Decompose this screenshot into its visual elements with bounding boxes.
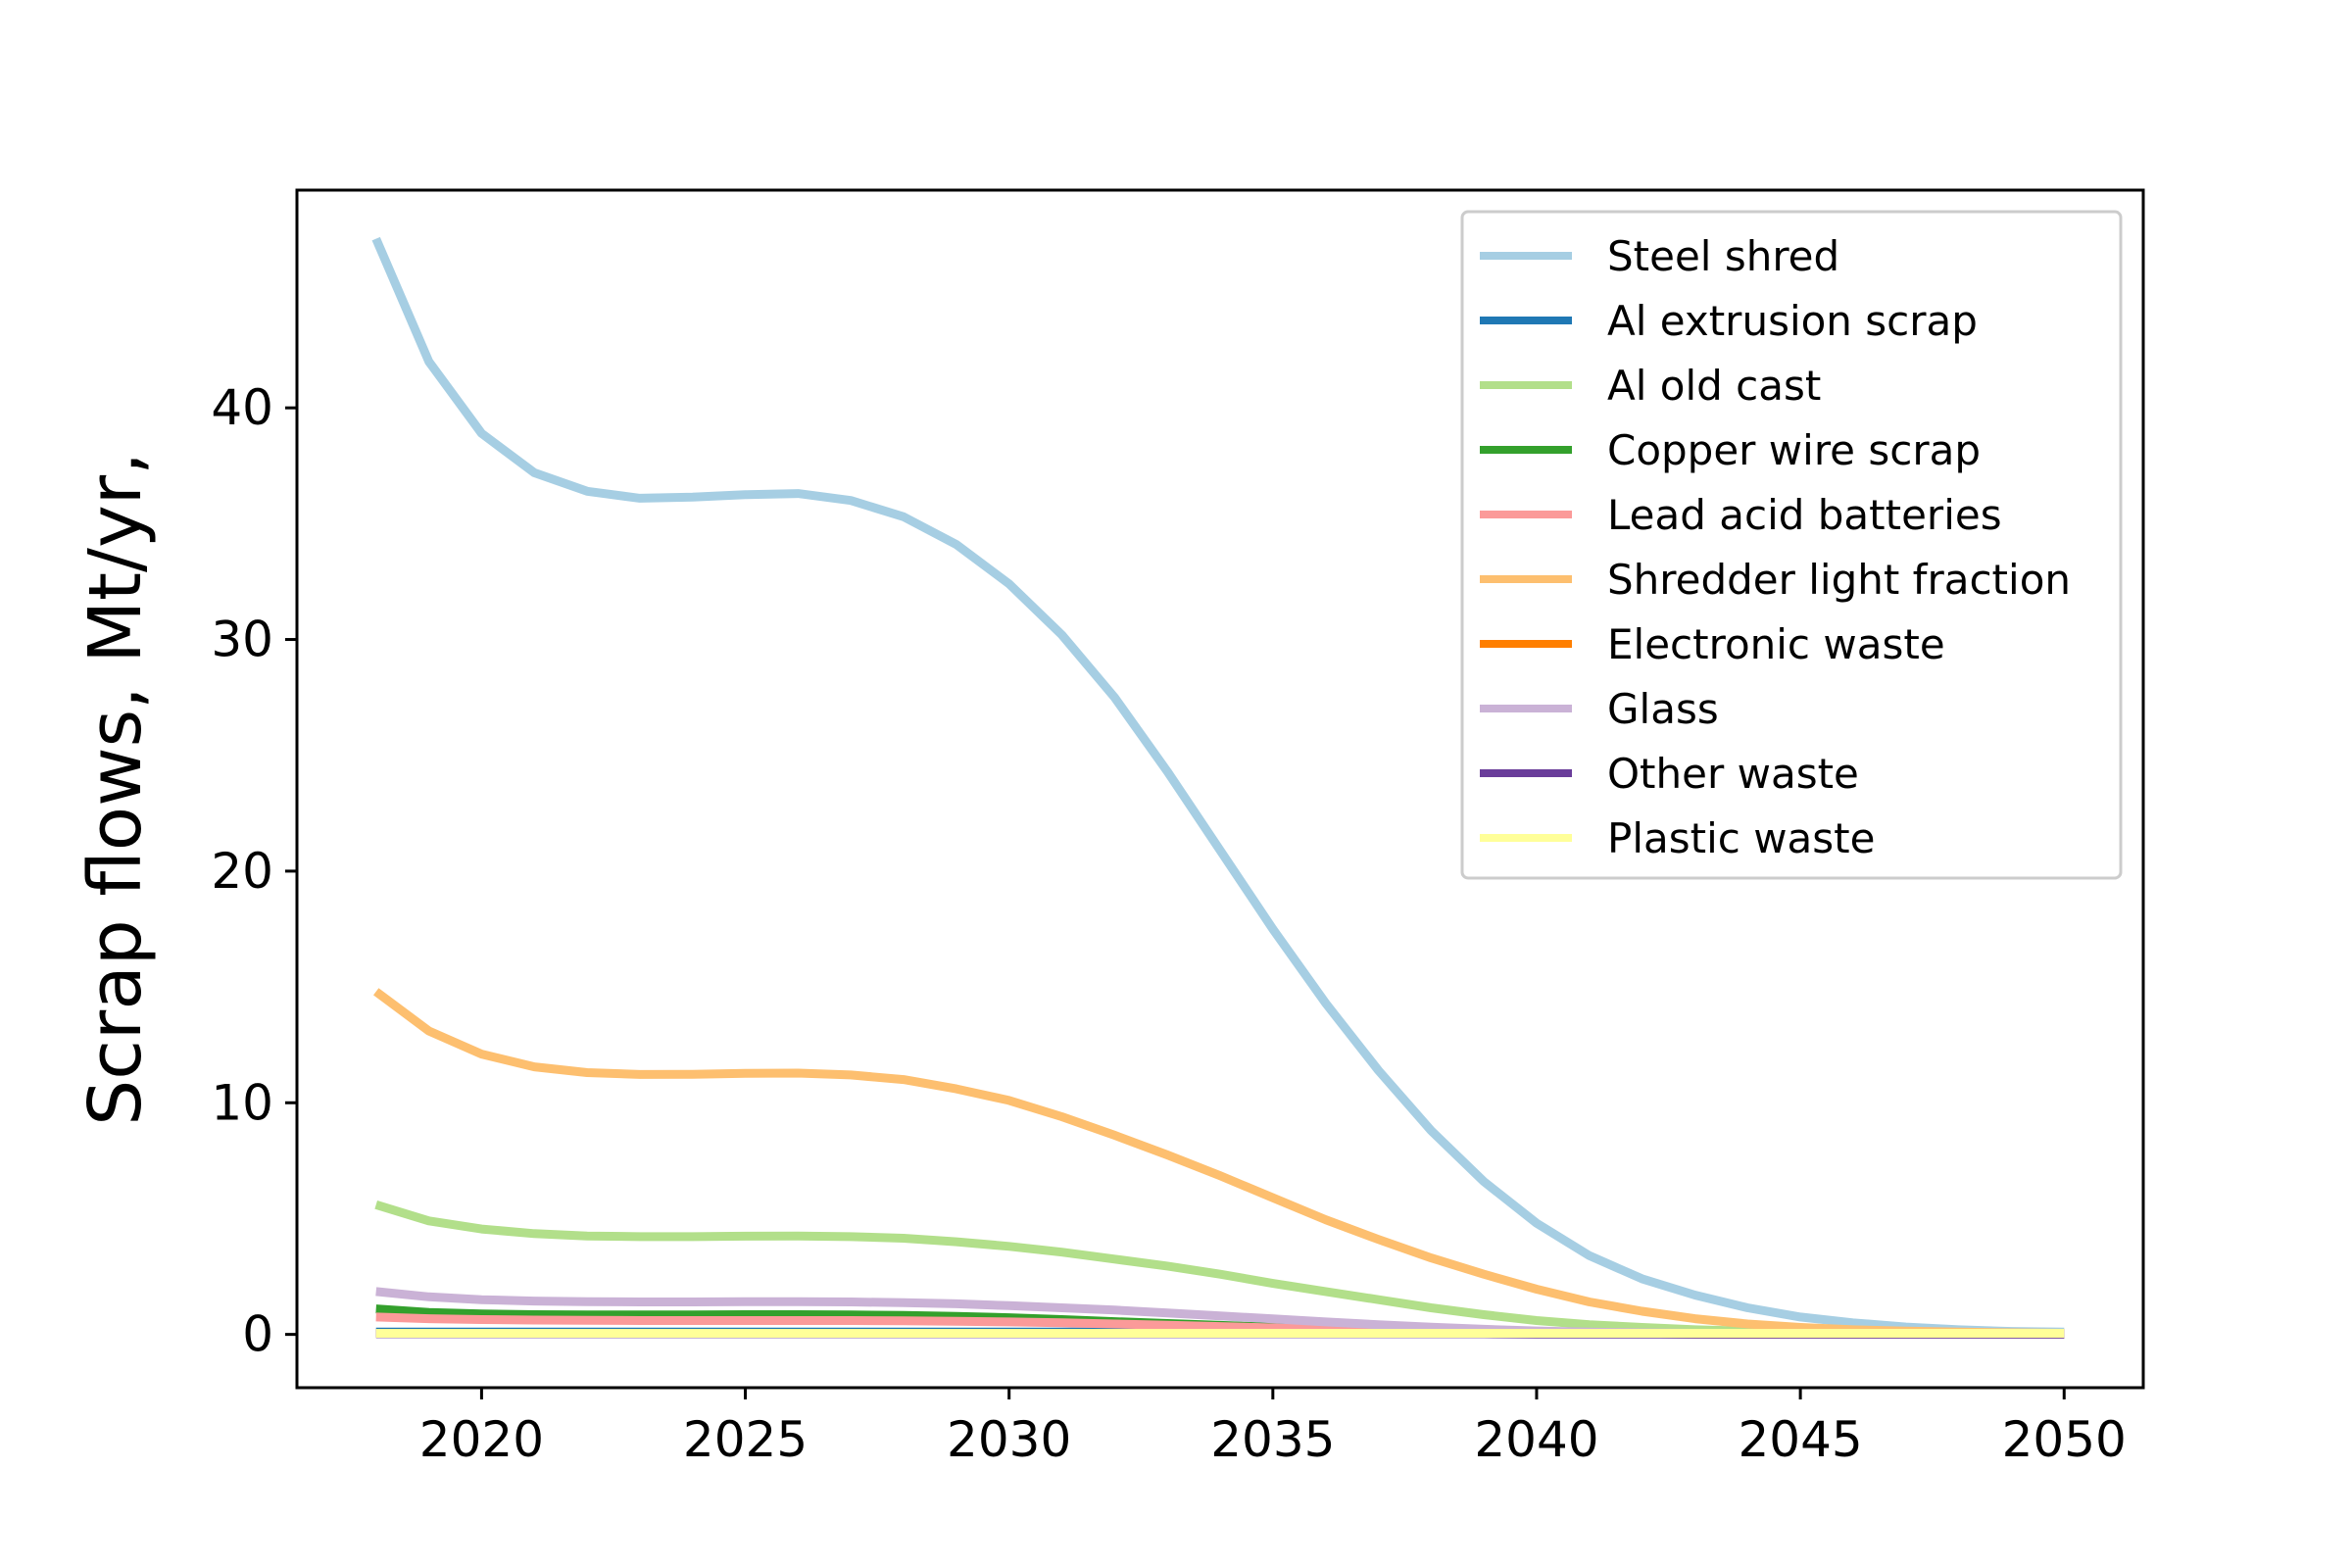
legend-label: Lead acid batteries — [1607, 491, 2002, 539]
legend-label: Other waste — [1607, 750, 1859, 798]
series-line-0 — [371, 236, 2065, 1337]
x-tick-label: 2050 — [2002, 1411, 2127, 1468]
legend-label: Copper wire scrap — [1607, 426, 1981, 474]
legend-label: Steel shred — [1607, 232, 1839, 280]
y-tick-label: 10 — [211, 1074, 273, 1131]
legend-box — [1460, 210, 2123, 880]
x-tick-label: 2040 — [1474, 1411, 1598, 1468]
x-tick-label: 2035 — [1210, 1411, 1335, 1468]
y-tick-label: 30 — [211, 612, 273, 668]
x-tick-label: 2030 — [947, 1411, 1071, 1468]
legend-label: Shredder light fraction — [1607, 556, 2071, 604]
legend-label: Al old cast — [1607, 362, 1821, 410]
y-axis-label: Scrap flows, Mt/yr, — [74, 452, 158, 1125]
y-axis: 0 10 20 30 40 — [211, 379, 297, 1363]
x-tick-label: 2025 — [683, 1411, 808, 1468]
y-tick-label: 40 — [211, 379, 273, 436]
legend: Steel shred Al extrusion scrap Al old cast… — [1460, 210, 2123, 880]
y-tick-label: 20 — [211, 843, 273, 900]
plot-area-frame — [295, 188, 2145, 1390]
x-tick-label: 2020 — [419, 1411, 544, 1468]
legend-label: Electronic waste — [1607, 620, 1945, 668]
x-axis: 2020 2025 2030 2035 2040 2045 2050 — [419, 1388, 2127, 1468]
x-tick-label: 2045 — [1738, 1411, 1862, 1468]
y-tick-label: 0 — [242, 1306, 273, 1363]
series-line-5 — [373, 988, 2065, 1338]
legend-label: Plastic waste — [1607, 814, 1875, 862]
legend-label: Al extrusion scrap — [1607, 297, 1978, 345]
legend-label: Glass — [1607, 685, 1719, 733]
series-layer — [371, 236, 2065, 1339]
